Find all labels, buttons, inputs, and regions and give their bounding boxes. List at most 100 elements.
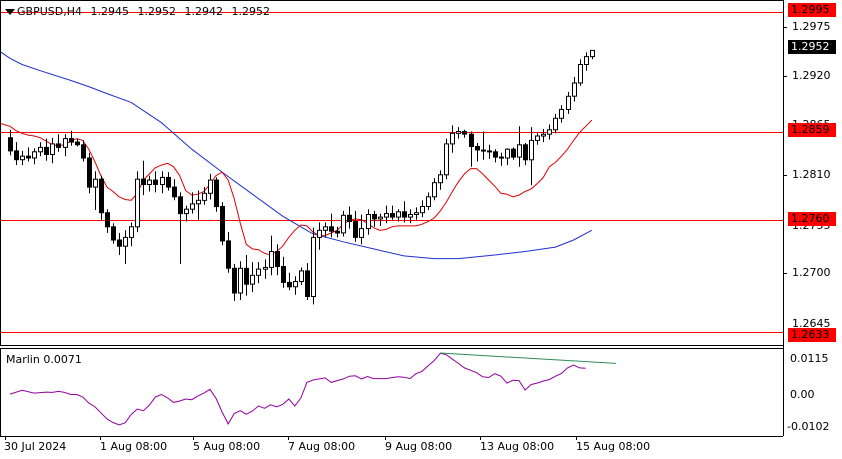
bearish-candle-body: [244, 267, 249, 285]
candle: [111, 223, 116, 244]
candle: [584, 52, 589, 71]
candle: [475, 143, 480, 162]
time-tick: [385, 436, 386, 440]
candle: [208, 173, 213, 200]
bullish-candle-body: [63, 138, 68, 148]
candle: [487, 144, 492, 159]
candle: [20, 150, 25, 166]
bearish-candle-body: [141, 178, 146, 185]
level-badge-3: 1.2760: [788, 212, 836, 226]
bearish-candle-body: [178, 196, 183, 215]
bullish-candle-body: [559, 109, 564, 119]
candle: [38, 142, 43, 157]
candle: [141, 160, 146, 196]
indicator-axis-label: 0.0115: [790, 352, 829, 365]
bullish-candle-body: [438, 174, 443, 184]
indicator-axis-label: -0.0102: [787, 420, 830, 433]
level-badge-4: 1.2633: [788, 328, 836, 342]
candle: [56, 134, 61, 152]
candle: [450, 125, 455, 153]
bullish-candle-body: [578, 64, 583, 84]
marlin-oscillator: [9, 352, 617, 426]
bullish-candle-body: [505, 148, 510, 159]
candle: [590, 49, 595, 60]
bullish-candle-body: [263, 266, 268, 270]
candle: [541, 128, 546, 143]
bearish-candle-body: [493, 151, 498, 158]
candle: [244, 255, 249, 296]
bearish-candle-body: [14, 150, 19, 161]
bearish-candle-body: [226, 240, 231, 269]
candle: [172, 179, 177, 201]
price-tick: [783, 27, 787, 28]
bullish-candle-body: [293, 281, 298, 288]
candle: [117, 233, 122, 255]
close-value: 1.2952: [231, 5, 270, 18]
candle: [256, 262, 261, 284]
bullish-candle-body: [129, 226, 134, 238]
bullish-candle-body: [147, 179, 152, 186]
bearish-candle-body: [117, 239, 122, 247]
bullish-candle-body: [584, 56, 589, 65]
candle: [293, 276, 298, 295]
candle: [317, 222, 322, 250]
open-value: 1.2945: [90, 5, 129, 18]
bearish-candle-body: [475, 146, 480, 151]
price-axis-label: 1.2975: [792, 20, 831, 33]
candle: [281, 256, 286, 288]
candle: [341, 210, 346, 237]
slow-moving-average-line: [0, 51, 593, 260]
candle: [469, 131, 474, 167]
bullish-candle-body: [196, 199, 201, 205]
price-tick: [783, 76, 787, 77]
bearish-candle-body: [469, 133, 474, 147]
candle: [335, 226, 340, 238]
bullish-candle-body: [50, 143, 55, 155]
candle: [14, 142, 19, 166]
candle: [384, 205, 389, 224]
bullish-candle-body: [38, 146, 43, 153]
candle: [63, 134, 68, 157]
bearish-candle-body: [305, 270, 310, 297]
candle: [456, 127, 461, 139]
bullish-candle-body: [208, 179, 213, 194]
bullish-candle-body: [450, 132, 455, 145]
candle: [505, 148, 510, 166]
candle: [196, 190, 201, 220]
bearish-candle-body: [153, 179, 158, 186]
bullish-candle-body: [160, 176, 165, 185]
candle: [462, 129, 467, 138]
bullish-candle-body: [456, 131, 461, 134]
candle: [32, 148, 37, 165]
candle: [184, 205, 189, 222]
bullish-candle-body: [20, 155, 25, 161]
bullish-candle-body: [190, 203, 195, 210]
indicator-axis-label: 0.00: [790, 388, 815, 401]
candle: [166, 172, 171, 191]
candle: [214, 177, 219, 212]
bullish-candle-body: [359, 228, 364, 238]
candle: [329, 213, 334, 238]
bearish-candle-body: [81, 144, 86, 159]
symbol-menu-icon[interactable]: [5, 9, 15, 15]
bearish-candle-body: [111, 226, 116, 241]
candle: [323, 222, 328, 238]
indicator-value: 0.0071: [43, 353, 82, 366]
low-value: 1.2942: [184, 5, 223, 18]
bearish-candle-body: [335, 230, 340, 234]
time-tick: [576, 436, 577, 440]
candle: [299, 267, 304, 285]
price-tick: [783, 175, 787, 176]
bearish-candle-body: [523, 144, 528, 161]
bullish-candle-body: [184, 208, 189, 215]
time-tick: [480, 436, 481, 440]
bullish-candle-body: [135, 178, 140, 228]
candle: [87, 152, 92, 194]
bearish-candle-body: [87, 157, 92, 188]
horizontal-levels: [1, 12, 783, 333]
candle: [566, 91, 571, 114]
bullish-candle-body: [323, 226, 328, 231]
bearish-candle-body: [99, 178, 104, 214]
